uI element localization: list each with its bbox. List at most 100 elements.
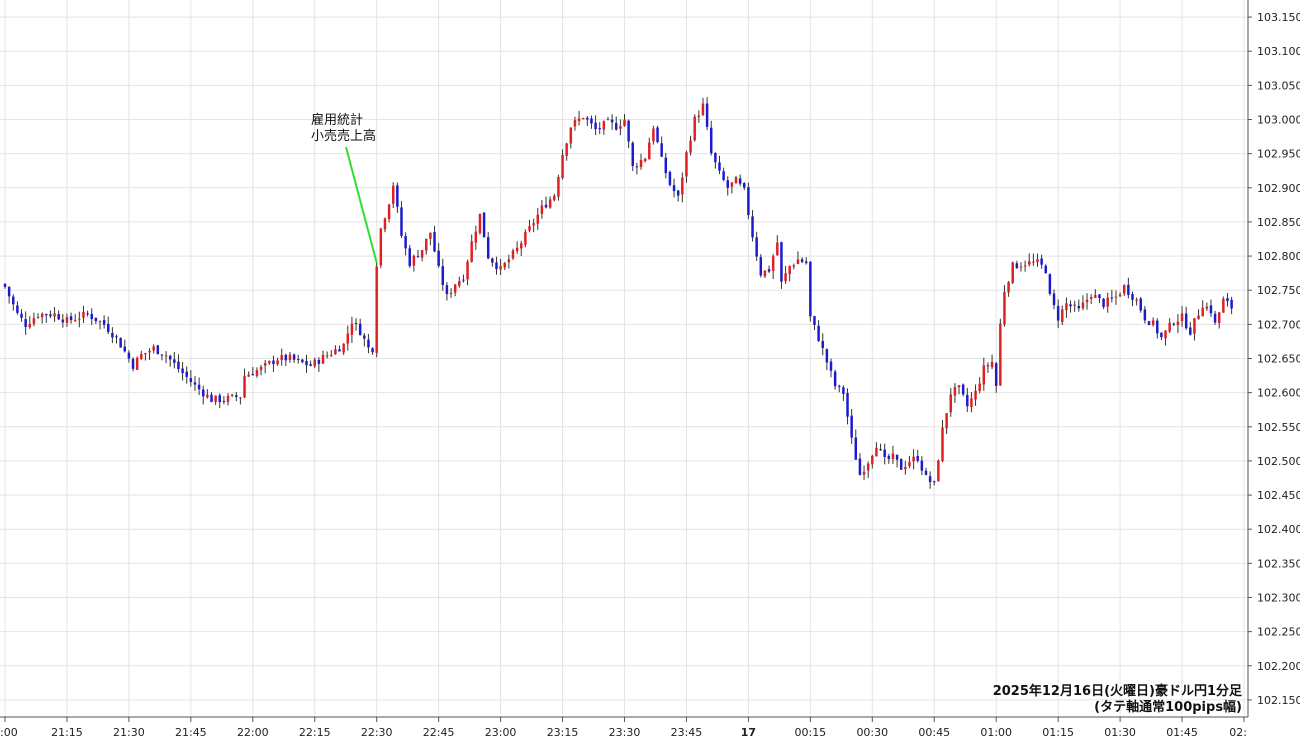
candle-up (1081, 302, 1085, 309)
candle-down (829, 361, 833, 371)
candle-up (255, 370, 259, 376)
x-tick-label: 00:45 (918, 726, 950, 739)
candle-down (94, 317, 98, 322)
y-tick-label: 102.300 (1257, 592, 1300, 605)
candle-up (697, 115, 701, 118)
candle-up (32, 318, 36, 324)
candle-down (102, 320, 106, 325)
candle-down (363, 335, 366, 339)
candle-down (598, 128, 601, 130)
candle-down (371, 348, 374, 353)
candle-up (330, 354, 333, 356)
candle-up (148, 350, 151, 353)
candle-up (420, 250, 424, 258)
candle-down (45, 314, 48, 316)
candle-down (590, 118, 593, 124)
candle-down (123, 346, 127, 352)
candle-up (78, 318, 81, 320)
annotation-pointer-line (345, 146, 378, 264)
candle-down (16, 305, 19, 313)
y-tick-label: 103.150 (1257, 11, 1300, 24)
x-tick-label: 01:00 (980, 726, 1012, 739)
y-tick-label: 102.800 (1257, 250, 1300, 263)
candle-down (358, 323, 362, 336)
candle-down (1056, 305, 1060, 321)
candle-down (404, 236, 407, 249)
candle-down (627, 120, 630, 142)
candle-up (288, 354, 292, 361)
candle-down (594, 122, 597, 130)
candle-up (1222, 298, 1225, 313)
x-tick-label: 00:15 (794, 726, 826, 739)
candle-down (1189, 327, 1192, 335)
candle-up (908, 462, 911, 467)
annotation-label-2: 小売売上高 (311, 128, 376, 144)
candle-up (247, 374, 250, 377)
candle-up (65, 317, 69, 323)
candle-up (891, 453, 895, 460)
candle-down (210, 394, 213, 402)
x-tick-label: 22:15 (299, 726, 331, 739)
candle-down (709, 127, 713, 154)
candle-up (321, 355, 325, 364)
candle-down (354, 322, 358, 324)
candle-down (887, 456, 891, 459)
candle-up (206, 394, 209, 398)
candle-up (862, 471, 866, 475)
candle-down (714, 152, 717, 163)
candle-up (904, 467, 907, 470)
candle-down (202, 389, 205, 397)
candle-up (685, 152, 688, 177)
candle-down (168, 355, 172, 360)
candle-down (1098, 294, 1101, 299)
candle-down (780, 242, 783, 282)
candle-down (755, 237, 758, 257)
candle-down (156, 345, 160, 354)
candle-down (668, 171, 672, 185)
candle-up (276, 360, 279, 365)
candle-down (437, 250, 440, 266)
candle-down (235, 395, 238, 398)
candle-down (1040, 258, 1043, 265)
candle-down (445, 285, 449, 295)
candle-down (222, 400, 226, 402)
candle-up (1205, 306, 1209, 309)
candle-down (924, 470, 928, 475)
candle-up (978, 383, 981, 392)
candle-down (177, 361, 180, 370)
x-tick-label: :00 (0, 726, 18, 739)
candle-up (470, 241, 473, 262)
candle-up (619, 126, 622, 129)
candle-up (573, 120, 577, 127)
x-tick-label: 02: (1229, 726, 1247, 739)
candle-down (610, 119, 614, 123)
candle-down (916, 456, 919, 461)
candle-up (1036, 259, 1039, 263)
candle-down (615, 123, 618, 130)
candle-up (569, 127, 573, 144)
candle-down (1213, 313, 1217, 323)
candle-down (718, 162, 721, 171)
x-tick-label: 00:30 (856, 726, 888, 739)
candle-down (1226, 298, 1229, 302)
candle-down (738, 178, 742, 184)
candle-up (524, 231, 527, 245)
candle-up (730, 182, 734, 187)
candle-up (1085, 299, 1089, 303)
x-tick-label: 21:15 (51, 726, 83, 739)
candle-up (1065, 303, 1068, 311)
x-tick-label: 21:30 (113, 726, 145, 739)
candle-up (970, 398, 973, 407)
candle-up (796, 259, 800, 265)
candle-down (1230, 299, 1233, 309)
candle-down (408, 248, 411, 267)
candle-up (239, 397, 242, 399)
candle-up (478, 213, 482, 234)
candle-down (86, 313, 89, 315)
x-tick-label: 01:15 (1042, 726, 1074, 739)
candle-down (966, 395, 969, 407)
candle-up (1073, 304, 1076, 306)
candle-up (557, 177, 560, 197)
y-tick-label: 102.750 (1257, 284, 1300, 297)
candle-up (788, 266, 791, 275)
